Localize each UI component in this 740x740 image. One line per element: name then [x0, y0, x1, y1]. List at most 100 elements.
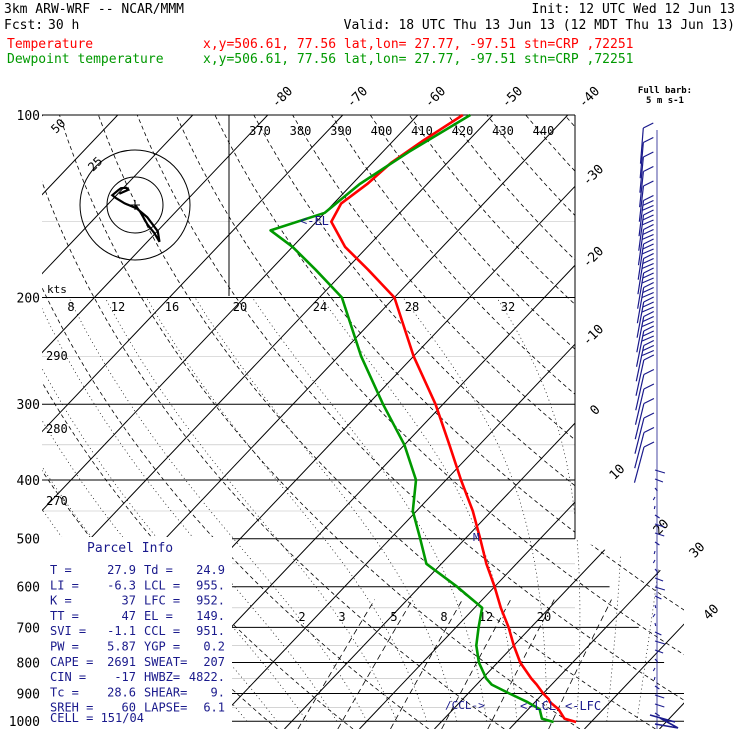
parcel-row-label: T = [50, 563, 72, 577]
wind-barb-feather [642, 243, 654, 250]
parcel-row-label: CCL = [144, 624, 180, 638]
wind-barb-feather [643, 412, 655, 419]
hodograph-kts-label: kts [47, 283, 67, 296]
legend-series-name: Dewpoint temperature [7, 52, 164, 67]
parcel-row-label: SVI = [50, 624, 86, 638]
pressure-tick-label: 500 [17, 533, 40, 548]
wind-barb-feather [641, 306, 654, 313]
wind-barb-low [654, 469, 666, 474]
parcel-row-value: 2691 [107, 655, 136, 669]
wind-barb-feather [642, 228, 654, 236]
theta-left-tick-label: 280 [46, 422, 68, 436]
hodograph-trace [110, 186, 161, 243]
wind-barb-staff [637, 229, 645, 266]
wind-barb-staff [635, 330, 645, 367]
theta-tick-label: 430 [492, 124, 514, 138]
wind-barb-low [654, 631, 662, 636]
moist-adiabat [146, 297, 428, 722]
theta-tick-label: 420 [452, 124, 474, 138]
init-time: Init: 12 UTC Wed 12 Jun 13 [532, 2, 736, 17]
parcel-row-label: YGP = [144, 640, 180, 654]
parcel-row-value: 955. [196, 578, 225, 592]
hodograph-ring [79, 149, 191, 261]
wind-barb-feather [642, 286, 654, 294]
parcel-row-label: LFC = [144, 594, 180, 608]
wind-barb-feather [643, 441, 655, 448]
isotherm-line [42, 115, 344, 729]
wind-barb-staff [637, 243, 645, 280]
wind-barb-feather [641, 349, 655, 357]
parcel-row-value: 27.9 [107, 563, 136, 577]
parcel-row-label: EL = [144, 609, 173, 623]
model-title: 3km ARW-WRF -- NCAR/MMM [4, 2, 184, 17]
wind-barb-low [654, 712, 660, 717]
parcel-row-label: SWEAT= [144, 655, 187, 669]
wind-barb-feather [643, 267, 654, 274]
el-marker: <-EL [300, 214, 329, 228]
pressure-tick-label: 1000 [9, 715, 40, 730]
pressure-tick-label: 600 [17, 581, 40, 596]
wind-barb-feather [643, 194, 654, 202]
pressure-tick-label: 100 [17, 109, 40, 124]
temperature-profile [330, 113, 577, 724]
moist-adiabat [42, 297, 308, 722]
wind-barb-feather [641, 291, 654, 299]
wind-barb-low [654, 685, 660, 690]
parcel-row-value: 952. [196, 594, 225, 608]
mixing-ratio-label: 8 [440, 610, 447, 624]
legend-series-info: x,y=506.61, 77.56 lat,lon= 27.77, -97.51… [203, 37, 633, 52]
wind-barb-feather [641, 204, 654, 212]
wind-barb-low [653, 550, 656, 555]
wind-barb-staff [637, 258, 645, 295]
wind-barb-feather [642, 272, 654, 279]
wind-barb-feather [643, 252, 654, 260]
wind-barb-staff [638, 185, 645, 222]
isotherm-line [434, 115, 684, 729]
wind-barb-feather [643, 310, 655, 318]
wind-barb-low [654, 694, 665, 699]
parcel-row-value: 24.9 [196, 563, 225, 577]
wind-barb-feather [643, 223, 654, 231]
kts-tick-label: 28 [405, 300, 419, 314]
isotherm-line [42, 115, 269, 729]
parcel-row-value: 60 [122, 701, 136, 715]
parcel-row-label: LCL = [144, 578, 180, 592]
pressure-tick-label: 800 [17, 656, 40, 671]
wind-barb-feather [643, 151, 654, 158]
parcel-row-label: SREH = [50, 701, 93, 715]
parcel-row-value: 0.2 [203, 640, 225, 654]
parcel-row-label: Tc = [50, 685, 79, 699]
parcel-row-label: SHEAR= [144, 685, 187, 699]
parcel-row-label: PW = [50, 640, 79, 654]
wind-barb-low [654, 658, 659, 663]
wind-barb-feather [642, 344, 655, 352]
wind-barb-staff [639, 171, 644, 208]
theta-tick-label: 410 [411, 124, 433, 138]
dry-adiabat [331, 115, 684, 729]
wind-barb-feather [643, 122, 654, 129]
wind-barb-feather [642, 301, 654, 308]
valid-time: Valid: 18 UTC Thu 13 Jun 13 (12 MDT Thu … [344, 18, 735, 33]
wind-barb-staff [636, 287, 645, 324]
theta-tick-label: 440 [533, 124, 555, 138]
dry-adiabat [98, 115, 656, 729]
wind-barb-feather [643, 209, 654, 216]
dry-adiabat [42, 115, 505, 729]
wind-barb-staff [636, 301, 645, 338]
wind-barb-staff [635, 359, 645, 396]
parcel-row-value: -17 [114, 670, 136, 684]
wind-barb-feather [642, 214, 654, 221]
wind-barb-staff [639, 156, 644, 193]
wind-barb-feather [643, 180, 654, 187]
isotherm-line [584, 115, 684, 729]
dry-adiabat [136, 115, 684, 729]
parcel-row-value: 4822. [189, 670, 225, 684]
wind-barb-staff [635, 345, 645, 382]
mixing-ratio-label: 5 [390, 610, 397, 624]
pressure-tick-label: 700 [17, 621, 40, 636]
parcel-row-value: -1.1 [107, 624, 136, 638]
lcl-marker: <-LCL [520, 699, 556, 713]
parcel-row-label: K = [50, 594, 72, 608]
parcel-row-label: TT = [50, 609, 79, 623]
